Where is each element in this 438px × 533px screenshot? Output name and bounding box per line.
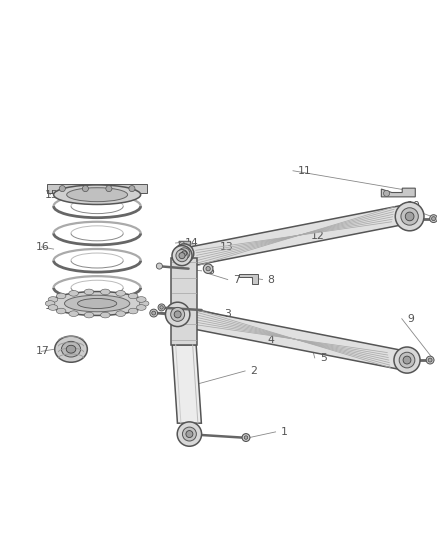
- Ellipse shape: [69, 290, 78, 296]
- Circle shape: [426, 356, 434, 364]
- Ellipse shape: [183, 427, 196, 441]
- Circle shape: [431, 217, 435, 221]
- Ellipse shape: [172, 246, 192, 265]
- Text: 7: 7: [233, 274, 240, 285]
- Ellipse shape: [78, 298, 117, 309]
- Ellipse shape: [53, 185, 141, 205]
- Ellipse shape: [171, 308, 185, 321]
- Ellipse shape: [182, 251, 187, 256]
- Ellipse shape: [179, 253, 185, 259]
- Ellipse shape: [84, 289, 94, 295]
- Ellipse shape: [64, 295, 130, 312]
- Circle shape: [206, 266, 210, 271]
- Ellipse shape: [128, 308, 138, 314]
- Text: 16: 16: [36, 242, 50, 252]
- Text: 15: 15: [45, 301, 59, 311]
- Polygon shape: [172, 345, 201, 423]
- Ellipse shape: [67, 188, 127, 201]
- Text: 1: 1: [281, 427, 288, 437]
- Polygon shape: [182, 205, 408, 267]
- Text: 2: 2: [251, 366, 257, 376]
- Text: 15: 15: [45, 190, 59, 200]
- Circle shape: [428, 358, 432, 362]
- Ellipse shape: [84, 312, 94, 318]
- Ellipse shape: [401, 208, 418, 225]
- Ellipse shape: [403, 356, 411, 364]
- Ellipse shape: [139, 301, 149, 306]
- Text: 13: 13: [220, 242, 233, 252]
- Polygon shape: [171, 258, 197, 345]
- Ellipse shape: [395, 202, 424, 231]
- Circle shape: [160, 305, 163, 309]
- Ellipse shape: [100, 312, 110, 318]
- Ellipse shape: [69, 311, 78, 317]
- Ellipse shape: [48, 297, 58, 302]
- Circle shape: [203, 264, 213, 273]
- Ellipse shape: [176, 249, 188, 262]
- Circle shape: [106, 185, 112, 192]
- Ellipse shape: [116, 311, 125, 317]
- Ellipse shape: [55, 336, 87, 362]
- Text: 5: 5: [320, 353, 327, 363]
- Circle shape: [430, 215, 438, 223]
- Ellipse shape: [49, 292, 145, 316]
- Ellipse shape: [66, 345, 76, 353]
- Circle shape: [152, 311, 155, 315]
- Ellipse shape: [46, 301, 55, 306]
- Circle shape: [156, 263, 162, 269]
- Ellipse shape: [48, 305, 58, 310]
- Text: 14: 14: [185, 238, 199, 247]
- Ellipse shape: [57, 308, 66, 314]
- Ellipse shape: [399, 352, 415, 368]
- Ellipse shape: [405, 212, 414, 221]
- Text: 17: 17: [36, 346, 50, 357]
- Ellipse shape: [137, 305, 146, 310]
- Ellipse shape: [137, 297, 146, 302]
- Text: 8: 8: [268, 274, 275, 285]
- Polygon shape: [178, 307, 404, 369]
- Ellipse shape: [186, 431, 193, 438]
- Ellipse shape: [177, 422, 201, 446]
- Text: 10: 10: [407, 200, 421, 211]
- Text: 3: 3: [224, 309, 231, 319]
- Ellipse shape: [61, 341, 81, 357]
- Circle shape: [384, 190, 390, 197]
- Text: 6: 6: [207, 266, 214, 276]
- Text: 4: 4: [268, 335, 275, 345]
- Circle shape: [129, 185, 135, 192]
- Circle shape: [82, 185, 88, 192]
- Ellipse shape: [394, 347, 420, 373]
- Ellipse shape: [174, 311, 181, 318]
- Ellipse shape: [128, 293, 138, 299]
- Polygon shape: [381, 188, 415, 197]
- Ellipse shape: [179, 248, 190, 259]
- Ellipse shape: [175, 244, 194, 263]
- Ellipse shape: [57, 293, 66, 299]
- Circle shape: [244, 436, 248, 439]
- Circle shape: [180, 241, 185, 247]
- Text: 12: 12: [311, 231, 325, 241]
- Text: 11: 11: [298, 166, 312, 176]
- Ellipse shape: [116, 290, 125, 296]
- Polygon shape: [179, 241, 191, 246]
- Circle shape: [242, 434, 250, 441]
- Polygon shape: [239, 274, 258, 284]
- Text: 9: 9: [407, 314, 414, 324]
- Circle shape: [158, 304, 165, 311]
- Polygon shape: [47, 184, 147, 192]
- Circle shape: [150, 309, 158, 317]
- Ellipse shape: [166, 302, 190, 327]
- Ellipse shape: [100, 289, 110, 295]
- Circle shape: [59, 185, 65, 192]
